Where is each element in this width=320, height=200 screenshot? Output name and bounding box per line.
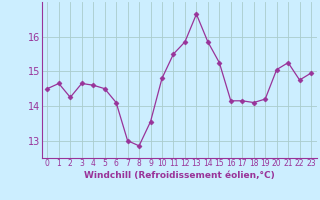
X-axis label: Windchill (Refroidissement éolien,°C): Windchill (Refroidissement éolien,°C) <box>84 171 275 180</box>
